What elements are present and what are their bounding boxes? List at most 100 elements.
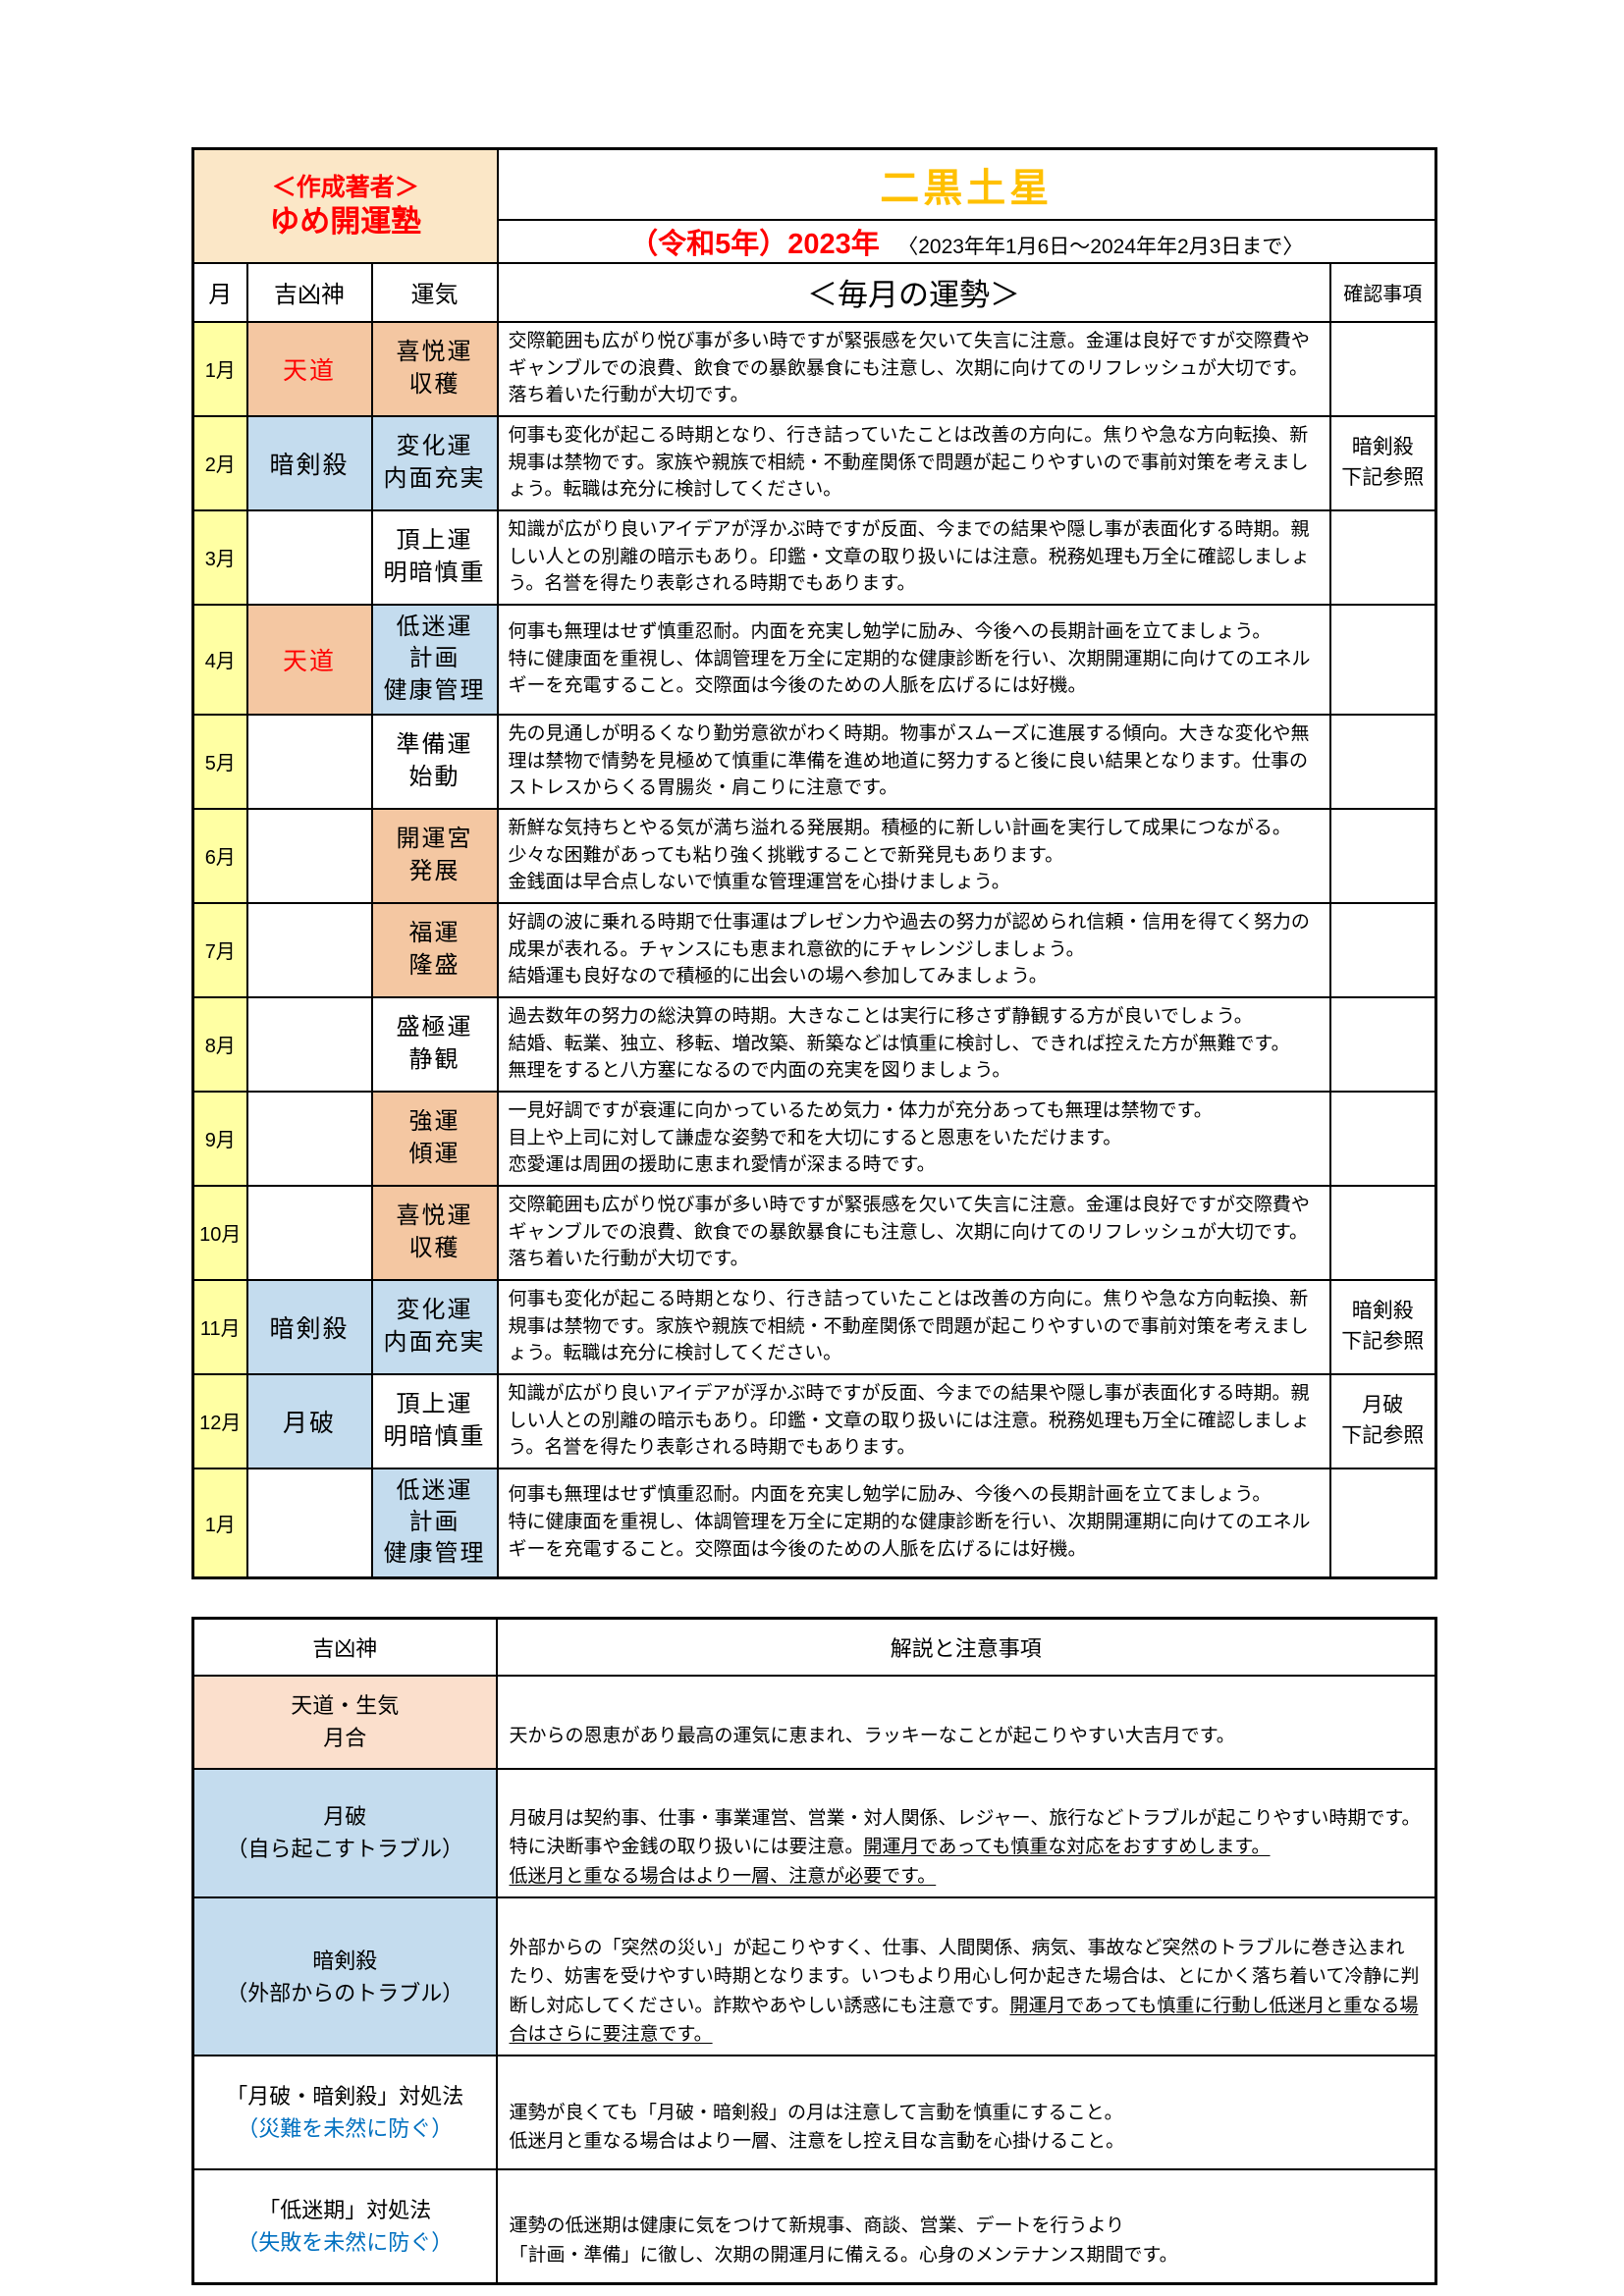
legend-god-cell: 月破 （自ら起こすトラブル） <box>191 1767 498 1899</box>
table-row-apr: 4月 天道 低迷運 計画 健康管理 何事も無理はせず慎重忍耐。内面を充実し勉学に… <box>191 603 1437 716</box>
table-row-nov: 11月 暗剣殺 変化運 内面充実 何事も変化が起こる時期となり、行き詰っていたこ… <box>191 1278 1437 1375</box>
god-cell <box>245 1184 373 1281</box>
god-cell <box>245 1090 373 1187</box>
legend-desc-underline: 開運月であっても慎重に行動し低迷月と重なる場合はさらに要注意です。 <box>509 1995 1419 2045</box>
note-cell <box>1328 1467 1437 1579</box>
legend-table: 吉凶神 解説と注意事項 天道・生気 月合 天からの恩恵があり最高の運気に恵まれ、… <box>191 1617 1437 2285</box>
luck-cell: 喜悦運 収穫 <box>370 320 499 417</box>
legend-god-line1: 暗剣殺 <box>312 1948 378 1973</box>
table-row-mar: 3月 頂上運 明暗慎重 知識が広がり良いアイデアが浮かぶ時ですが反面、今までの結… <box>191 508 1437 606</box>
month-cell: 7月 <box>191 901 248 998</box>
table-row-oct: 10月 喜悦運 収穫 交際範囲も広がり悦び事が多い時ですが緊張感を欠いて失言に注… <box>191 1184 1437 1281</box>
author-name: ゆめ開運塾 <box>269 204 422 240</box>
legend-god-line2: （自ら起こすトラブル） <box>226 1837 464 1862</box>
table-row-aug: 8月 盛極運 静観 過去数年の努力の総決算の時期。大きなことは実行に移さず静観す… <box>191 995 1437 1093</box>
fortune-cell: 知識が広がり良いアイデアが浮かぶ時ですが反面、今までの結果や隠し事が表面化する時… <box>496 1372 1331 1469</box>
legend-god-cell: 「低迷期」対処法 （失敗を未然に防ぐ） <box>191 2168 498 2285</box>
fortune-cell: 何事も変化が起こる時期となり、行き詰っていたことは改善の方向に。焦りや急な方向転… <box>496 1278 1331 1375</box>
fortune-cell: 新鮮な気持ちとやる気が満ち溢れる発展期。積極的に新しい計画を実行して成果につなが… <box>496 807 1331 904</box>
fortune-cell: 知識が広がり良いアイデアが浮かぶ時ですが反面、今までの結果や隠し事が表面化する時… <box>496 508 1331 606</box>
luck-cell: 盛極運 静観 <box>370 995 499 1093</box>
table-row-jan: 1月 天道 喜悦運 収穫 交際範囲も広がり悦び事が多い時ですが緊張感を欠いて失言… <box>191 320 1437 417</box>
month-cell: 1月 <box>191 320 248 417</box>
legend-row-countermeasure-geppa-ankensatsu: 「月破・暗剣殺」対処法 （災難を未然に防ぐ） 運勢が良くても「月破・暗剣殺」の月… <box>191 2055 1437 2171</box>
table-row-dec: 12月 月破 頂上運 明暗慎重 知識が広がり良いアイデアが浮かぶ時ですが反面、今… <box>191 1372 1437 1469</box>
god-cell: 暗剣殺 <box>245 414 373 511</box>
fortune-cell: 何事も変化が起こる時期となり、行き詰っていたことは改善の方向に。焦りや急な方向転… <box>496 414 1331 511</box>
luck-cell: 喜悦運 収穫 <box>370 1184 499 1281</box>
legend-god-cell: 天道・生気 月合 <box>191 1674 498 1770</box>
note-cell <box>1328 995 1437 1093</box>
legend-desc-underline: 開運月であっても慎重な対応をおすすめします。 <box>863 1837 1271 1858</box>
month-cell: 12月 <box>191 1372 248 1469</box>
legend-desc-text: 運勢が良くても「月破・暗剣殺」の月は注意して言動を慎重にすること。 低迷月と重な… <box>509 2102 1125 2153</box>
legend-god-line2: （外部からのトラブル） <box>226 1980 464 2005</box>
author-box: ＜作成著者＞ ゆめ開運塾 <box>191 147 499 264</box>
luck-cell: 低迷運 計画 健康管理 <box>370 1467 499 1579</box>
god-cell: 天道 <box>245 603 373 716</box>
god-cell: 暗剣殺 <box>245 1278 373 1375</box>
note-cell <box>1328 901 1437 998</box>
col-header-note: 確認事項 <box>1328 261 1437 323</box>
god-cell: 月破 <box>245 1372 373 1469</box>
luck-cell: 頂上運 明暗慎重 <box>370 1372 499 1469</box>
month-cell: 1月 <box>191 1467 248 1579</box>
legend-row-countermeasure-teimeiki: 「低迷期」対処法 （失敗を未然に防ぐ） 運勢の低迷期は健康に気をつけて新規事、商… <box>191 2168 1437 2285</box>
note-cell <box>1328 1090 1437 1187</box>
note-cell: 暗剣殺 下記参照 <box>1328 414 1437 511</box>
month-cell: 5月 <box>191 713 248 810</box>
legend-col-header-god: 吉凶神 <box>191 1617 498 1677</box>
note-cell <box>1328 508 1437 606</box>
legend-desc-cell: 天からの恩恵があり最高の運気に恵まれ、ラッキーなことが起こりやすい大吉月です。 <box>495 1674 1437 1770</box>
legend-desc-cell: 月破月は契約事、仕事・事業運営、営業・対人関係、レジャー、旅行などトラブルが起こ… <box>495 1767 1437 1899</box>
month-cell: 8月 <box>191 995 248 1093</box>
note-cell <box>1328 807 1437 904</box>
legend-god-line1: 「月破・暗剣殺」対処法 <box>226 2084 464 2109</box>
column-header-row: 月 吉凶神 運気 ＜毎月の運勢＞ 確認事項 <box>191 261 1437 323</box>
legend-god-line2: 月合 <box>323 1726 367 1750</box>
note-cell <box>1328 320 1437 417</box>
table-row-may: 5月 準備運 始動 先の見通しが明るくなり勤労意欲がわく時期。物事がスムーズに進… <box>191 713 1437 810</box>
fortune-cell: 一見好調ですが衰運に向かっているため気力・体力が充分あっても無理は禁物です。 目… <box>496 1090 1331 1187</box>
god-cell <box>245 995 373 1093</box>
luck-cell: 頂上運 明暗慎重 <box>370 508 499 606</box>
legend-header-row: 吉凶神 解説と注意事項 <box>191 1617 1437 1677</box>
note-cell <box>1328 603 1437 716</box>
legend-col-header-description: 解説と注意事項 <box>495 1617 1437 1677</box>
fortune-cell: 交際範囲も広がり悦び事が多い時ですが緊張感を欠いて失言に注意。金運は良好ですが交… <box>496 320 1331 417</box>
legend-desc-text: 天からの恩恵があり最高の運気に恵まれ、ラッキーなことが起こりやすい大吉月です。 <box>509 1726 1235 1746</box>
star-title: 二黒土星 <box>496 147 1437 221</box>
legend-desc-cell: 外部からの「突然の災い」が起こりやすく、仕事、人間関係、病気、事故など突然のトラ… <box>495 1896 1437 2057</box>
monthly-fortune-table: ＜作成著者＞ ゆめ開運塾 二黒土星 （令和5年）2023年 〈2023年年1月6… <box>191 147 1437 1579</box>
month-cell: 4月 <box>191 603 248 716</box>
year-period-cell: （令和5年）2023年 〈2023年年1月6日～2024年年2月3日まで〉 <box>496 218 1437 264</box>
month-cell: 2月 <box>191 414 248 511</box>
fortune-cell: 好調の波に乗れる時期で仕事運はプレゼン力や過去の努力が認められ信頼・信用を得てく… <box>496 901 1331 998</box>
legend-god-cell: 「月破・暗剣殺」対処法 （災難を未然に防ぐ） <box>191 2055 498 2171</box>
table-row-jun: 6月 開運宮 発展 新鮮な気持ちとやる気が満ち溢れる発展期。積極的に新しい計画を… <box>191 807 1437 904</box>
table-row-jan-next: 1月 低迷運 計画 健康管理 何事も無理はせず慎重忍耐。内面を充実し勉学に励み、… <box>191 1467 1437 1579</box>
god-cell <box>245 713 373 810</box>
note-cell: 暗剣殺 下記参照 <box>1328 1278 1437 1375</box>
author-label: ＜作成著者＞ <box>271 173 419 201</box>
table-row-sep: 9月 強運 傾運 一見好調ですが衰運に向かっているため気力・体力が充分あっても無… <box>191 1090 1437 1187</box>
note-cell <box>1328 713 1437 810</box>
luck-cell: 準備運 始動 <box>370 713 499 810</box>
note-cell <box>1328 1184 1437 1281</box>
god-cell <box>245 1467 373 1579</box>
luck-cell: 変化運 内面充実 <box>370 414 499 511</box>
legend-god-cell: 暗剣殺 （外部からのトラブル） <box>191 1896 498 2057</box>
fortune-cell: 何事も無理はせず慎重忍耐。内面を充実し勉学に励み、今後への長期計画を立てましょう… <box>496 1467 1331 1579</box>
fortune-cell: 過去数年の努力の総決算の時期。大きなことは実行に移さず静観する方が良いでしょう。… <box>496 995 1331 1093</box>
legend-god-line1: 月破 <box>323 1804 367 1830</box>
legend-row-tendo: 天道・生気 月合 天からの恩恵があり最高の運気に恵まれ、ラッキーなことが起こりや… <box>191 1674 1437 1770</box>
legend-god-line1: 「低迷期」対処法 <box>258 2198 432 2223</box>
god-cell <box>245 508 373 606</box>
legend-god-line2: （災難を未然に防ぐ） <box>237 2116 454 2142</box>
col-header-god: 吉凶神 <box>245 261 373 323</box>
legend-row-geppa: 月破 （自ら起こすトラブル） 月破月は契約事、仕事・事業運営、営業・対人関係、レ… <box>191 1767 1437 1899</box>
legend-row-ankensatsu: 暗剣殺 （外部からのトラブル） 外部からの「突然の災い」が起こりやすく、仕事、人… <box>191 1896 1437 2057</box>
luck-cell: 低迷運 計画 健康管理 <box>370 603 499 716</box>
luck-cell: 福運 隆盛 <box>370 901 499 998</box>
god-cell <box>245 807 373 904</box>
